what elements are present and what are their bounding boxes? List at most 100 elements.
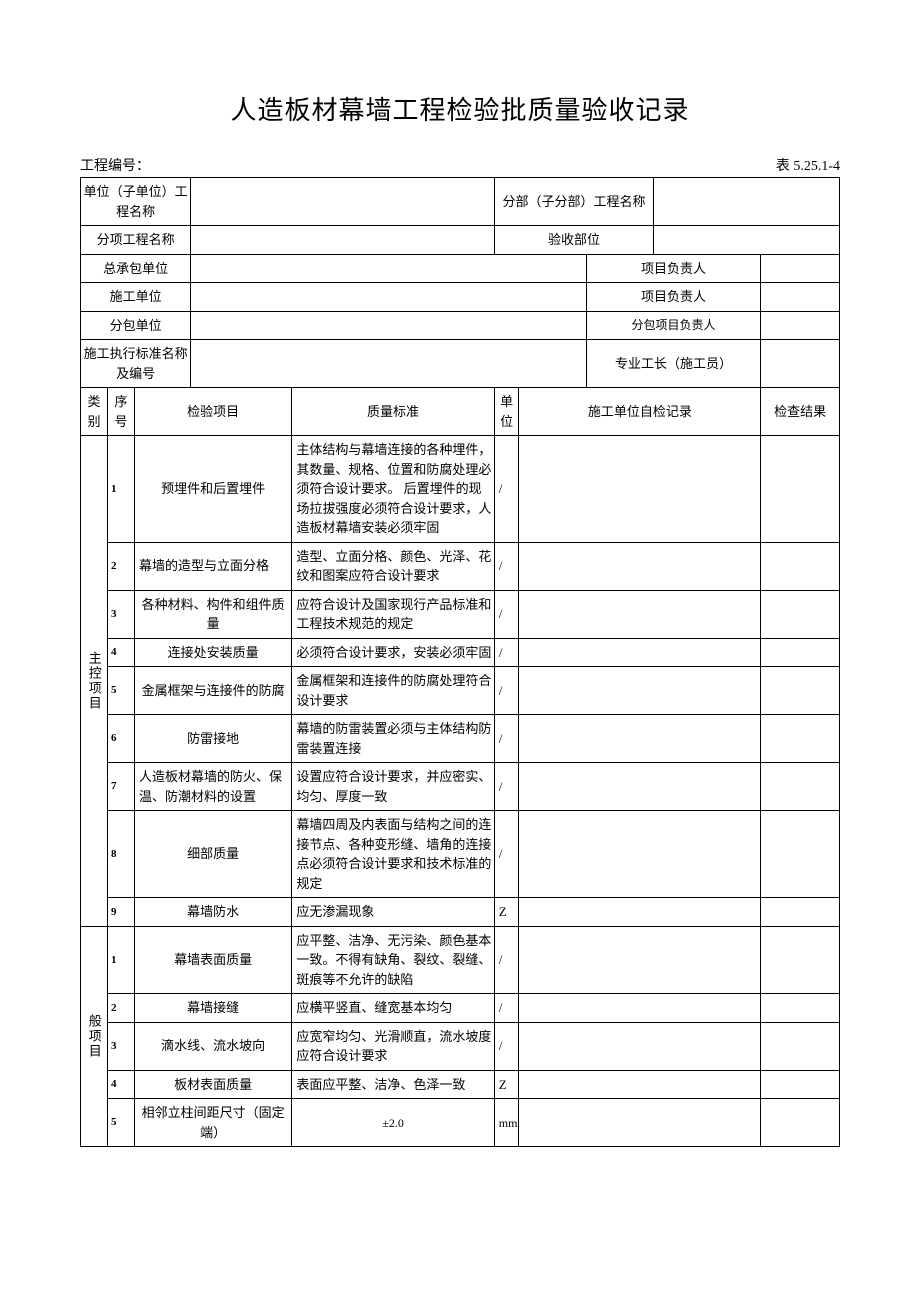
standard-cell: 应平整、洁净、无污染、颜色基本一致。不得有缺角、裂纹、裂缝、斑痕等不允许的缺陷 [292, 926, 494, 994]
table-row: 5 相邻立柱间距尺寸（固定端） ±2.0 mm [81, 1099, 840, 1147]
item-cell: 板材表面质量 [134, 1070, 291, 1099]
standard-name-label: 施工执行标准名称及编号 [81, 340, 191, 388]
category-main: 主控项目 [81, 436, 108, 927]
sub-leader-label: 分包项目负责人 [586, 311, 760, 340]
col-standard: 质量标准 [292, 388, 494, 436]
sub-project-value [654, 178, 840, 226]
selfcheck-cell [519, 898, 761, 927]
col-item: 检验项目 [134, 388, 291, 436]
seq-cell: 1 [107, 926, 134, 994]
project-leader2-value [761, 283, 840, 312]
seq-cell: 4 [107, 638, 134, 667]
seq-cell: 6 [107, 715, 134, 763]
col-seq: 序号 [107, 388, 134, 436]
selfcheck-cell [519, 638, 761, 667]
standard-cell: 表面应平整、洁净、色泽一致 [292, 1070, 494, 1099]
project-leader2-label: 项目负责人 [586, 283, 760, 312]
standard-cell: 金属框架和连接件的防腐处理符合设计要求 [292, 667, 494, 715]
standard-cell: 应无渗漏现象 [292, 898, 494, 927]
standard-cell: ±2.0 [292, 1099, 494, 1147]
sub-leader-value [761, 311, 840, 340]
selfcheck-cell [519, 436, 761, 543]
seq-cell: 5 [107, 1099, 134, 1147]
foreman-label: 专业工长（施工员） [586, 340, 760, 388]
unit-cell: / [494, 994, 519, 1023]
unit-cell: / [494, 715, 519, 763]
info-row: 单位（子单位）工程名称 分部（子分部）工程名称 [81, 178, 840, 226]
column-header-row: 类别 序号 检验项目 质量标准 单位 施工单位自检记录 检查结果 [81, 388, 840, 436]
selfcheck-cell [519, 811, 761, 898]
item-cell: 防雷接地 [134, 715, 291, 763]
result-cell [761, 994, 840, 1023]
standard-name-value [191, 340, 587, 388]
accept-part-label: 验收部位 [494, 226, 654, 255]
standard-cell: 幕墙四周及内表面与结构之间的连接节点、各种变形缝、墙角的连接点必须符合设计要求和… [292, 811, 494, 898]
item-cell: 连接处安装质量 [134, 638, 291, 667]
general-contractor-label: 总承包单位 [81, 254, 191, 283]
unit-cell: mm [494, 1099, 519, 1147]
seq-cell: 7 [107, 763, 134, 811]
info-row: 分项工程名称 验收部位 [81, 226, 840, 255]
table-row: 8 细部质量 幕墙四周及内表面与结构之间的连接节点、各种变形缝、墙角的连接点必须… [81, 811, 840, 898]
table-row: 9 幕墙防水 应无渗漏现象 Z [81, 898, 840, 927]
seq-cell: 9 [107, 898, 134, 927]
seq-cell: 3 [107, 590, 134, 638]
item-cell: 幕墙的造型与立面分格 [134, 542, 291, 590]
result-cell [761, 715, 840, 763]
col-selfcheck: 施工单位自检记录 [519, 388, 761, 436]
item-cell: 幕墙防水 [134, 898, 291, 927]
project-leader-value [761, 254, 840, 283]
seq-cell: 8 [107, 811, 134, 898]
table-row: 2 幕墙的造型与立面分格 造型、立面分格、颜色、光泽、花纹和图案应符合设计要求 … [81, 542, 840, 590]
selfcheck-cell [519, 994, 761, 1023]
seq-cell: 3 [107, 1022, 134, 1070]
standard-cell: 应宽窄均匀、光滑顺直，流水坡度应符合设计要求 [292, 1022, 494, 1070]
col-result: 检查结果 [761, 388, 840, 436]
category-general: 般项目 [81, 926, 108, 1147]
standard-cell: 幕墙的防雷装置必须与主体结构防雷装置连接 [292, 715, 494, 763]
table-row: 3 各种材料、构件和组件质量 应符合设计及国家现行产品标准和工程技术规范的规定 … [81, 590, 840, 638]
result-cell [761, 542, 840, 590]
item-cell: 幕墙表面质量 [134, 926, 291, 994]
selfcheck-cell [519, 763, 761, 811]
result-cell [761, 590, 840, 638]
item-project-value [191, 226, 495, 255]
unit-cell: / [494, 763, 519, 811]
selfcheck-cell [519, 1099, 761, 1147]
page-title: 人造板材幕墙工程检验批质量验收记录 [80, 90, 840, 127]
col-unit: 单位 [494, 388, 519, 436]
selfcheck-cell [519, 1070, 761, 1099]
subcontractor-label: 分包单位 [81, 311, 191, 340]
selfcheck-cell [519, 590, 761, 638]
info-row: 总承包单位 项目负责人 [81, 254, 840, 283]
construction-unit-label: 施工单位 [81, 283, 191, 312]
item-cell: 细部质量 [134, 811, 291, 898]
item-project-label: 分项工程名称 [81, 226, 191, 255]
table-row: 主控项目 1 预埋件和后置埋件 主体结构与幕墙连接的各种埋件，其数量、规格、位置… [81, 436, 840, 543]
general-contractor-value [191, 254, 587, 283]
table-row: 般项目 1 幕墙表面质量 应平整、洁净、无污染、颜色基本一致。不得有缺角、裂纹、… [81, 926, 840, 994]
construction-unit-value [191, 283, 587, 312]
selfcheck-cell [519, 1022, 761, 1070]
unit-cell: / [494, 436, 519, 543]
table-row: 6 防雷接地 幕墙的防雷装置必须与主体结构防雷装置连接 / [81, 715, 840, 763]
subcontractor-value [191, 311, 587, 340]
seq-cell: 5 [107, 667, 134, 715]
unit-cell: / [494, 1022, 519, 1070]
result-cell [761, 763, 840, 811]
result-cell [761, 1099, 840, 1147]
result-cell [761, 638, 840, 667]
standard-cell: 主体结构与幕墙连接的各种埋件，其数量、规格、位置和防腐处理必须符合设计要求。 后… [292, 436, 494, 543]
seq-cell: 2 [107, 994, 134, 1023]
item-cell: 相邻立柱间距尺寸（固定端） [134, 1099, 291, 1147]
info-row: 分包单位 分包项目负责人 [81, 311, 840, 340]
unit-cell: Z [494, 898, 519, 927]
table-row: 4 连接处安装质量 必须符合设计要求，安装必须牢固 / [81, 638, 840, 667]
unit-cell: / [494, 542, 519, 590]
result-cell [761, 1022, 840, 1070]
standard-cell: 造型、立面分格、颜色、光泽、花纹和图案应符合设计要求 [292, 542, 494, 590]
result-cell [761, 1070, 840, 1099]
result-cell [761, 898, 840, 927]
foreman-value [761, 340, 840, 388]
unit-cell: Z [494, 1070, 519, 1099]
